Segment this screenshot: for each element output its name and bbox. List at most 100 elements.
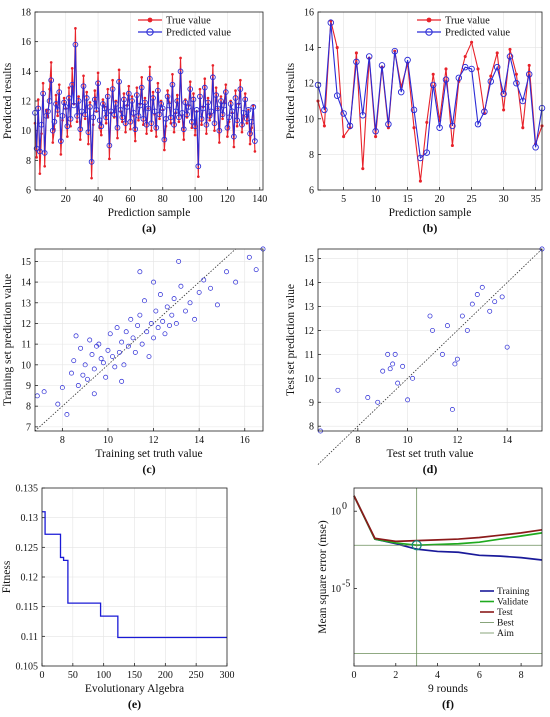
- scatter-point: [187, 300, 193, 306]
- x-tick-label: 20: [61, 194, 71, 205]
- y-axis-label: Fitness: [1, 560, 13, 593]
- data-point: [154, 135, 158, 138]
- x-axis-label: Test set truth value: [386, 448, 473, 460]
- data-point: [59, 153, 63, 156]
- data-point: [171, 72, 174, 76]
- y-tick-exponent: 0: [342, 501, 347, 512]
- scatter-point: [427, 313, 433, 319]
- data-point: [174, 98, 181, 104]
- scatter-point: [41, 389, 47, 395]
- x-tick-label: 140: [252, 194, 267, 205]
- data-point: [83, 95, 90, 101]
- data-point: [88, 158, 95, 165]
- y-axis-label: Mean square error (mse): [317, 520, 329, 634]
- data-point: [70, 67, 74, 70]
- scatter-point: [137, 269, 143, 275]
- data-point: [365, 53, 373, 60]
- scatter-point: [439, 351, 445, 357]
- data-point: [198, 115, 205, 122]
- data-point: [397, 88, 405, 96]
- data-point: [436, 124, 443, 131]
- data-point: [198, 87, 202, 91]
- x-tick-label: 12: [149, 435, 159, 446]
- data-point: [418, 179, 422, 183]
- data-point: [82, 74, 85, 78]
- data-point: [346, 122, 354, 130]
- data-point: [172, 108, 179, 115]
- data-point: [148, 65, 152, 69]
- data-point: [138, 84, 145, 91]
- data-point: [353, 58, 360, 66]
- data-point: [502, 108, 506, 112]
- scatter-point: [110, 354, 115, 359]
- data-point: [91, 96, 98, 103]
- data-point: [127, 84, 131, 88]
- data-point: [234, 117, 240, 124]
- scatter-point: [160, 318, 166, 324]
- data-point: [150, 95, 156, 101]
- data-point: [195, 163, 202, 170]
- y-tick-label: 12: [21, 319, 31, 330]
- data-point: [245, 107, 252, 113]
- data-point: [214, 86, 218, 89]
- data-point: [117, 68, 121, 72]
- legend-label: Validate: [497, 598, 528, 608]
- data-point: [171, 121, 177, 128]
- data-point: [40, 90, 46, 97]
- data-point: [495, 51, 499, 55]
- data-point: [75, 98, 82, 104]
- data-point: [226, 114, 232, 121]
- scatter-point: [121, 362, 127, 368]
- scatter-point: [492, 299, 498, 305]
- scatter-point: [469, 301, 475, 307]
- panel-letter: (b): [423, 221, 438, 235]
- data-point: [151, 90, 155, 94]
- scatter-point: [444, 323, 450, 329]
- data-point: [137, 118, 140, 122]
- data-point: [197, 93, 203, 100]
- scatter-point: [132, 349, 138, 355]
- data-point: [226, 135, 229, 138]
- data-point: [208, 118, 211, 122]
- x-tick-label: 16: [240, 435, 250, 446]
- data-point: [125, 90, 132, 97]
- x-tick-label: 35: [531, 194, 541, 205]
- scatter-point: [183, 308, 188, 314]
- data-point: [216, 127, 223, 134]
- panel-letter: (f): [442, 697, 454, 711]
- scatter-point: [151, 335, 157, 341]
- y-tick-label: 0.13: [21, 513, 39, 524]
- data-point: [51, 118, 58, 125]
- scatter-point: [146, 354, 152, 359]
- y-tick-label: 14: [21, 67, 31, 78]
- y-axis-label: Predicted results: [285, 62, 297, 139]
- data-point: [213, 92, 219, 98]
- data-point: [425, 120, 429, 124]
- data-point: [77, 126, 84, 133]
- panel-f: 0 2 4 6 810 010 -5TrainingValidateTestBestAim9…: [317, 487, 543, 711]
- y-tick-label: 10: [304, 114, 314, 125]
- scatter-point: [390, 361, 396, 367]
- scatter-point: [148, 321, 154, 326]
- data-point: [252, 138, 258, 144]
- y-tick-label: 10: [304, 374, 314, 385]
- legend-marker: [147, 17, 153, 23]
- panel-e: 0 50 100 150 200 250 300 0.105 0.11 0.115 0.12 0.12…: [1, 484, 235, 712]
- plot-frame-5: [353, 487, 543, 667]
- data-point: [103, 114, 109, 121]
- data-point: [359, 111, 367, 119]
- data-point: [104, 121, 108, 125]
- y-tick-label: 8: [309, 422, 314, 433]
- data-point: [461, 63, 469, 71]
- scatter-point: [116, 349, 122, 355]
- data-point: [180, 126, 187, 133]
- data-point: [188, 80, 192, 84]
- series-line-true-value: [317, 20, 543, 182]
- data-point: [104, 93, 111, 100]
- data-point: [145, 105, 152, 112]
- data-point: [219, 111, 226, 118]
- scatter-point: [135, 323, 141, 328]
- scatter-point: [380, 368, 386, 374]
- data-point: [185, 104, 192, 110]
- scatter-point: [233, 279, 239, 285]
